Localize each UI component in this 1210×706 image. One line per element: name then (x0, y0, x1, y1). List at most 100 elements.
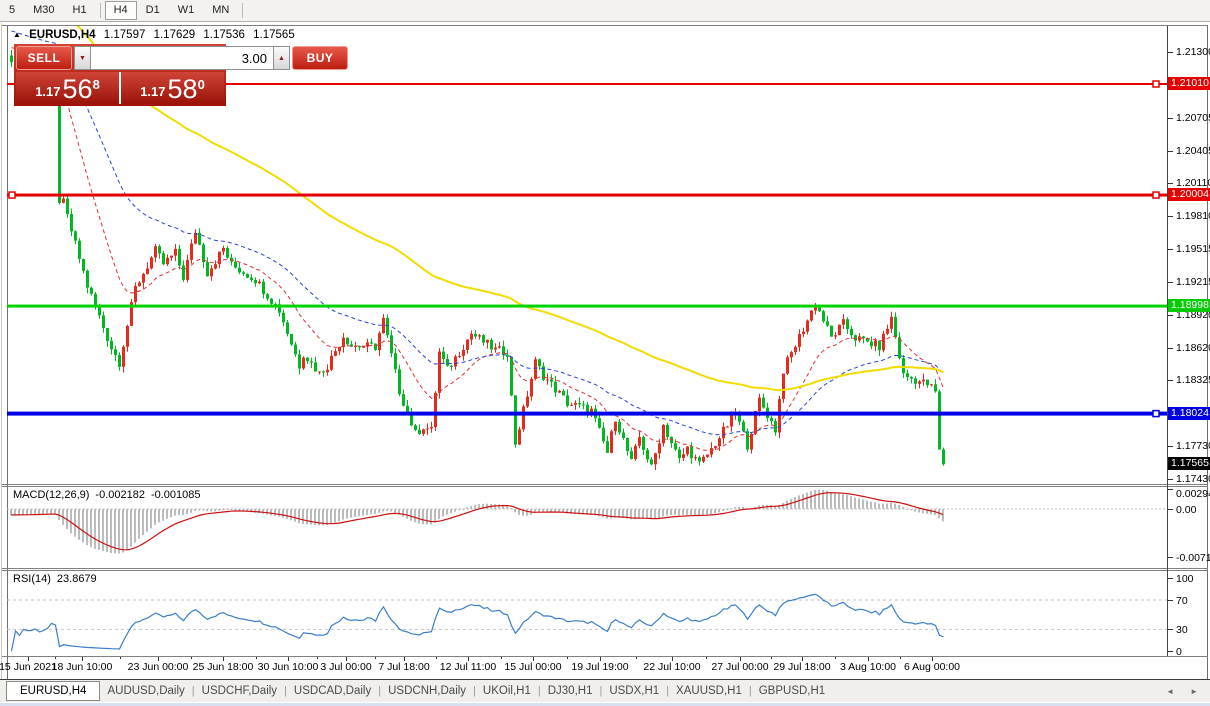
candle (754, 411, 757, 434)
candle (106, 327, 109, 341)
candle (410, 412, 413, 426)
candle (186, 259, 189, 280)
tab-usdx-h1[interactable]: USDX,H1 (609, 685, 660, 697)
moving-average-16[interactable] (11, 47, 944, 452)
tab-gbpusd-h1[interactable]: GBPUSD,H1 (758, 685, 826, 697)
timeframe-button-m30[interactable]: M30 (24, 1, 63, 20)
candle (130, 302, 133, 326)
sell-price[interactable]: 1.17 56 8 (16, 72, 119, 104)
candle (870, 341, 873, 347)
timeframe-button-d1[interactable]: D1 (137, 1, 169, 20)
volume-increase-button[interactable]: ▲ (273, 46, 290, 70)
horizontal-line-1.18024[interactable] (7, 411, 1167, 416)
candle (422, 429, 425, 434)
rsi-line (10, 593, 944, 652)
buy-price[interactable]: 1.17 58 0 (121, 72, 224, 104)
window-left-edge (1, 23, 2, 679)
price-axis-tick-mark (1168, 282, 1173, 284)
candle (666, 424, 669, 437)
x-axis-label: 18 Jun 10:00 (51, 661, 113, 673)
tab-separator: | (284, 685, 287, 697)
tab-usdchf-daily[interactable]: USDCHF,Daily (201, 685, 278, 697)
tab-usdcnh-daily[interactable]: USDCNH,Daily (388, 685, 467, 697)
candle (154, 246, 157, 258)
candle (362, 346, 365, 348)
price-chart-canvas[interactable] (7, 26, 1167, 483)
moving-average-40[interactable] (11, 30, 944, 436)
rsi-axis-tick-mark (1168, 578, 1173, 579)
macd-axis-tick: -0.007151 (1176, 551, 1210, 564)
candle (662, 424, 665, 444)
candle (918, 381, 921, 384)
candle (574, 403, 577, 405)
candle (922, 379, 925, 382)
x-axis-tick-major (82, 657, 83, 661)
price-axis-line[interactable] (1167, 26, 1168, 656)
moving-average-110[interactable] (12, 26, 944, 392)
tab-scroll-left-icon[interactable]: ◄ (1166, 686, 1175, 696)
rsi-axis-tick: 0 (1176, 646, 1182, 659)
horizontal-line-1.20004[interactable] (7, 193, 1167, 197)
candle (118, 355, 121, 367)
candle (742, 421, 745, 432)
timeframe-button-5[interactable]: 5 (0, 1, 24, 20)
candle (802, 331, 805, 335)
rsi-canvas[interactable] (7, 571, 1167, 655)
candle (418, 429, 421, 434)
horizontal-line-1.18998[interactable] (7, 304, 1167, 308)
timeframe-button-w1[interactable]: W1 (169, 1, 204, 20)
candle (82, 259, 85, 271)
candle (654, 453, 657, 465)
tab-xauusd-h1[interactable]: XAUUSD,H1 (676, 685, 742, 697)
pane-border-macd-rsi-2 (2, 570, 1208, 571)
timeframe-button-mn[interactable]: MN (203, 1, 238, 20)
line-anchor-handle[interactable] (1152, 80, 1160, 88)
candle (342, 337, 345, 347)
candle (758, 397, 761, 412)
volume-decrease-button[interactable]: ▼ (74, 46, 91, 70)
collapse-triangle-icon[interactable]: ▲ (13, 30, 21, 39)
candle (478, 335, 481, 337)
macd-canvas[interactable] (7, 487, 1167, 567)
candle (538, 359, 541, 367)
candle (498, 346, 501, 348)
tab-usdcad-daily[interactable]: USDCAD,Daily (293, 685, 372, 697)
rsi-value: 23.8679 (56, 573, 97, 585)
tab-ukoil-h1[interactable]: UKOil,H1 (482, 685, 531, 697)
x-axis-tick-major (158, 657, 159, 661)
line-anchor-handle[interactable] (1152, 409, 1160, 418)
candle (606, 441, 609, 453)
candle (838, 324, 841, 336)
timeframe-button-h1[interactable]: H1 (64, 1, 96, 20)
candle (626, 438, 629, 452)
tab-audusd-daily[interactable]: AUDUSD,Daily (107, 685, 185, 697)
x-axis-label: 27 Jul 00:00 (711, 661, 769, 673)
horizontal-line-1.2101[interactable] (7, 83, 1167, 85)
candle (710, 448, 713, 455)
macd-name: MACD(12,26,9) (13, 489, 90, 501)
tab-dj30-h1[interactable]: DJ30,H1 (547, 685, 593, 697)
x-axis-label: 15 Jul 00:00 (504, 661, 562, 673)
tab-scroll-right-icon[interactable]: ► (1190, 686, 1198, 696)
candle (370, 342, 373, 344)
buy-button[interactable]: BUY (292, 46, 348, 70)
candle (902, 358, 905, 374)
line-anchor-handle[interactable] (8, 191, 16, 199)
candle (602, 427, 605, 442)
candle (218, 251, 221, 265)
candle (386, 318, 389, 336)
volume-input[interactable] (91, 46, 273, 70)
candle (818, 305, 821, 312)
x-axis-label: 3 Jul 00:00 (320, 661, 372, 673)
candle (878, 340, 881, 351)
timeframe-button-h4[interactable]: H4 (104, 1, 137, 20)
sell-button[interactable]: SELL (16, 46, 72, 70)
candle (522, 406, 525, 430)
price-axis-tick-mark (1168, 183, 1173, 185)
line-anchor-handle[interactable] (1152, 191, 1160, 199)
pane-border-rsi-bottom (2, 656, 1208, 657)
tab-eurusd-h4[interactable]: EURUSD,H4 (6, 681, 101, 701)
candle (834, 335, 837, 337)
candle (198, 232, 201, 245)
